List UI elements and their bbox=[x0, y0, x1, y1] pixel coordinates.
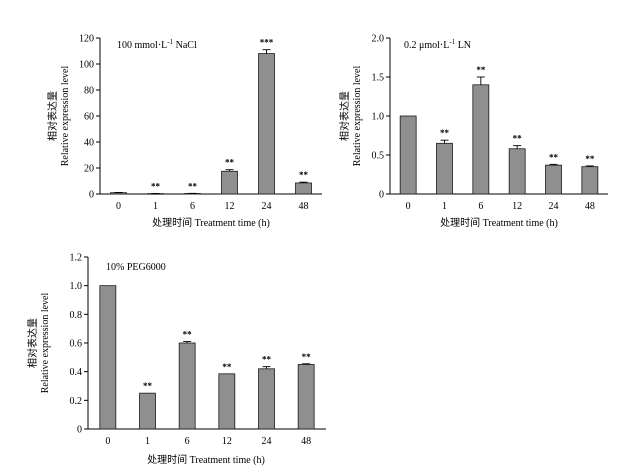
bar-0 bbox=[99, 285, 117, 430]
y-tick-label: 0.2 bbox=[70, 396, 83, 407]
chart-annotation: 0.2 μmol·L-1 LN bbox=[404, 38, 471, 51]
y-tick-label: 1.5 bbox=[372, 73, 385, 84]
bar-48 bbox=[295, 182, 312, 195]
significance-label: ** bbox=[143, 381, 153, 391]
x-tick-label: 1 bbox=[145, 436, 150, 447]
bar-group: ** ** ** ** ** bbox=[99, 285, 315, 430]
x-tick-label: 6 bbox=[190, 201, 195, 212]
x-axis-label: 处理时间 Treatment time (h) bbox=[147, 453, 265, 466]
y-tick-label: 0 bbox=[77, 425, 82, 436]
chart-annotation: 10% PEG6000 bbox=[106, 262, 166, 273]
x-tick-label: 0 bbox=[406, 201, 411, 212]
significance-label: ** bbox=[585, 154, 595, 164]
y-tick-label: 0.5 bbox=[372, 151, 385, 162]
bar-0 bbox=[110, 192, 127, 195]
tick-group: 0 0.5 1.0 1.5 2.0 0 1 6 12 24 48 bbox=[372, 34, 595, 213]
significance-label: ** bbox=[188, 181, 198, 191]
significance-label: ** bbox=[262, 355, 272, 365]
x-tick-label: 24 bbox=[262, 201, 272, 212]
y-tick-label: 0 bbox=[379, 190, 384, 201]
x-axis-label: 处理时间 Treatment time (h) bbox=[152, 216, 270, 229]
x-tick-label: 12 bbox=[512, 201, 522, 212]
y-axis-label-en: Relative expression level bbox=[40, 293, 51, 394]
x-tick-label: 1 bbox=[442, 201, 447, 212]
x-tick-label: 24 bbox=[262, 436, 272, 447]
bar-group: ** ** ** ** ** bbox=[399, 65, 599, 195]
bar-1 bbox=[139, 392, 156, 430]
x-tick-label: 1 bbox=[153, 201, 158, 212]
bar-12 bbox=[218, 373, 236, 430]
y-tick-label: 40 bbox=[84, 138, 94, 149]
x-tick-label: 48 bbox=[585, 201, 595, 212]
bar-24 bbox=[545, 164, 562, 195]
y-tick-label: 1.0 bbox=[70, 281, 83, 292]
y-tick-label: 1.0 bbox=[372, 112, 385, 123]
bar-6 bbox=[472, 84, 490, 195]
y-axis-label-cn: 相对表达量 bbox=[26, 318, 39, 368]
significance-label: ** bbox=[440, 128, 450, 138]
chart-peg: 0 0.2 0.4 0.6 0.8 1.0 1.2 0 1 6 12 24 48 ** ** ** ** ** … bbox=[26, 253, 326, 466]
y-tick-label: 120 bbox=[79, 34, 94, 45]
bar-group: ** ********* bbox=[110, 38, 312, 195]
significance-label: ** bbox=[476, 65, 486, 75]
significance-label: ** bbox=[225, 158, 235, 168]
y-tick-label: 80 bbox=[84, 86, 94, 97]
significance-label: ** bbox=[549, 152, 559, 162]
y-tick-label: 20 bbox=[84, 164, 94, 175]
tick-group: 0 20 40 60 80 100 120 0 1 6 12 24 48 bbox=[79, 34, 309, 213]
significance-label: ** bbox=[222, 362, 232, 372]
x-tick-label: 12 bbox=[222, 436, 232, 447]
y-tick-label: 0 bbox=[89, 190, 94, 201]
y-tick-label: 100 bbox=[79, 60, 94, 71]
bar-24 bbox=[258, 53, 275, 195]
x-axis-label: 处理时间 Treatment time (h) bbox=[440, 216, 558, 229]
y-axis-label-cn: 相对表达量 bbox=[338, 91, 351, 141]
chart-annotation: 100 mmol·L-1 NaCl bbox=[117, 38, 197, 51]
y-axis-label-en: Relative expression level bbox=[60, 66, 71, 167]
bar-12 bbox=[221, 170, 238, 195]
bar-48 bbox=[297, 364, 315, 430]
significance-label: ** bbox=[299, 170, 309, 180]
y-tick-label: 2.0 bbox=[372, 34, 385, 45]
x-tick-label: 0 bbox=[116, 201, 121, 212]
y-tick-label: 0.6 bbox=[70, 339, 83, 350]
significance-label: ** bbox=[513, 134, 523, 144]
x-tick-label: 6 bbox=[478, 201, 483, 212]
y-axis-label-cn: 相对表达量 bbox=[46, 91, 59, 141]
x-tick-label: 6 bbox=[185, 436, 190, 447]
y-tick-label: 0.8 bbox=[70, 310, 83, 321]
x-tick-label: 24 bbox=[549, 201, 559, 212]
y-tick-label: 1.2 bbox=[70, 253, 83, 264]
y-tick-label: 60 bbox=[84, 112, 94, 123]
bar-1 bbox=[436, 142, 453, 195]
tick-group: 0 0.2 0.4 0.6 0.8 1.0 1.2 0 1 6 12 24 48 bbox=[70, 253, 312, 448]
significance-label: ** bbox=[151, 181, 161, 191]
y-axis-label-en: Relative expression level bbox=[352, 66, 363, 167]
significance-label: ** bbox=[183, 330, 193, 340]
x-tick-label: 12 bbox=[225, 201, 235, 212]
significance-label: *** bbox=[260, 38, 274, 48]
bar-12 bbox=[508, 148, 526, 195]
significance-label: ** bbox=[302, 352, 312, 362]
x-tick-label: 0 bbox=[105, 436, 110, 447]
bar-48 bbox=[581, 166, 599, 195]
chart-ln: 0 0.5 1.0 1.5 2.0 0 1 6 12 24 48 ** ** ** ** ** 0.2 μm… bbox=[338, 34, 608, 229]
bar-6 bbox=[178, 342, 196, 430]
y-tick-label: 0.4 bbox=[70, 367, 83, 378]
x-tick-label: 48 bbox=[301, 436, 311, 447]
x-tick-label: 48 bbox=[299, 201, 309, 212]
bar-24 bbox=[258, 368, 275, 430]
bar-0 bbox=[399, 115, 417, 195]
